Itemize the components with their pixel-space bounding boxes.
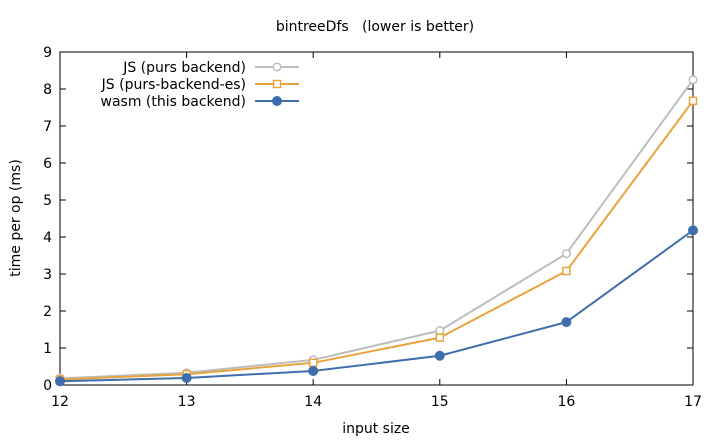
data-point (688, 96, 698, 106)
data-point (308, 365, 319, 376)
legend-swatch-marker (272, 96, 282, 106)
legend-label: JS (purs-backend-es) (101, 77, 246, 93)
series-line (59, 79, 694, 380)
legend-swatch-marker (272, 62, 282, 72)
y-tick-label: 9 (43, 45, 52, 61)
y-tick-label: 1 (43, 341, 52, 357)
y-tick-label: 2 (43, 304, 52, 320)
series-line (59, 100, 694, 381)
data-point (434, 350, 445, 361)
x-tick-label: 15 (431, 394, 449, 410)
data-point (561, 249, 571, 259)
series-layer (55, 75, 698, 387)
legend-swatch-marker (272, 79, 282, 89)
legend-item: JS (purs backend) (122, 60, 299, 76)
data-point (308, 358, 318, 368)
data-point (562, 266, 571, 276)
series-3 (55, 225, 698, 387)
legend-item: JS (purs-backend-es) (101, 77, 299, 93)
x-tick-label: 16 (557, 394, 575, 410)
x-tick-label: 12 (51, 394, 69, 410)
data-point (435, 333, 445, 342)
x-axis-title: input size (342, 421, 410, 437)
y-tick-label: 6 (43, 156, 52, 172)
legend-label: JS (purs backend) (122, 60, 246, 76)
legend-label: wasm (this backend) (101, 94, 246, 110)
legend: JS (purs backend)JS (purs-backend-es)was… (101, 60, 299, 110)
data-point (435, 326, 445, 336)
y-tick-label: 8 (43, 82, 52, 98)
y-tick-label: 0 (43, 378, 52, 394)
x-tick-label: 13 (178, 394, 196, 410)
y-tick-label: 7 (43, 119, 52, 135)
y-tick-label: 3 (43, 267, 52, 283)
x-tick-label: 17 (684, 394, 702, 410)
series-1 (55, 75, 698, 383)
legend-item: wasm (this backend) (101, 94, 299, 110)
data-point (181, 372, 192, 383)
series-line (59, 229, 694, 383)
chart-title: bintreeDfs (lower is better) (276, 19, 474, 35)
series-2 (55, 96, 698, 384)
data-point (55, 376, 65, 387)
plot-area-frame (59, 51, 694, 386)
data-point (688, 225, 698, 236)
y-axis-title: time per op (ms) (8, 159, 24, 277)
x-tick-label: 14 (304, 394, 322, 410)
y-tick-label: 4 (43, 230, 52, 246)
data-point (688, 75, 698, 85)
data-point (561, 317, 572, 328)
y-tick-label: 5 (43, 193, 52, 209)
